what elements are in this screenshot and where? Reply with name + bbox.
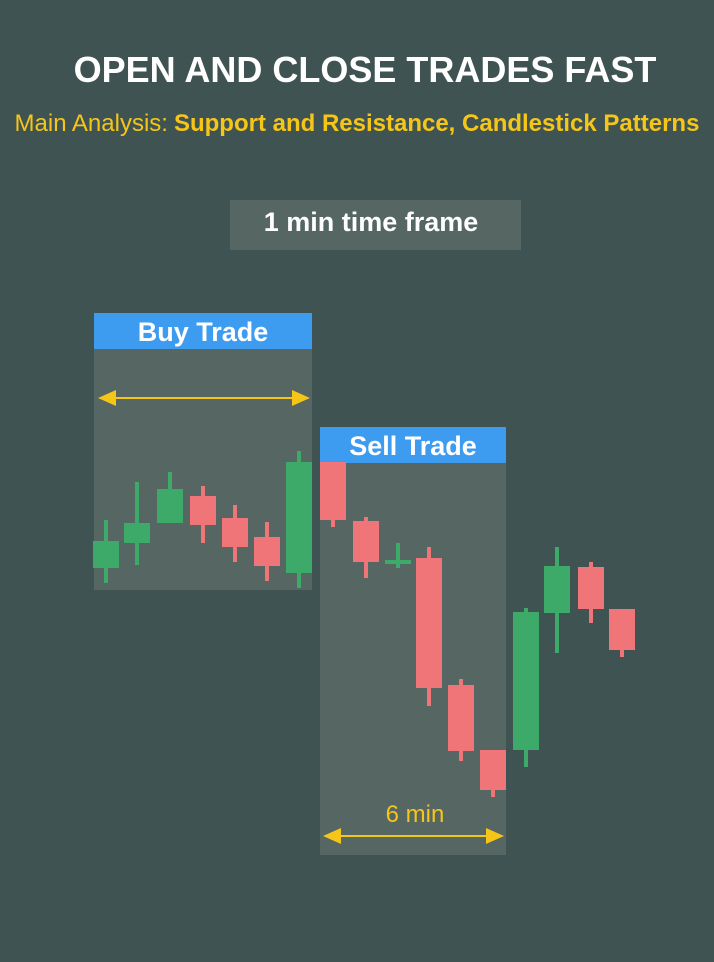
buy-header	[94, 313, 312, 349]
subtitle-prefix: Main Analysis:	[15, 110, 168, 137]
candle-body	[124, 523, 150, 543]
buy-label: Buy Trade	[138, 317, 269, 347]
candle-body	[254, 537, 280, 566]
candle-body	[286, 462, 312, 573]
candles	[93, 451, 635, 797]
badge-box	[230, 200, 521, 250]
badge: 1 min time frame	[264, 207, 479, 237]
candle-body	[93, 541, 119, 568]
candle-body	[320, 462, 346, 520]
sell-header	[320, 427, 506, 463]
sell-label: Sell Trade	[349, 431, 477, 461]
candle-body	[385, 560, 411, 564]
candle-body	[157, 489, 183, 523]
candle-body	[353, 521, 379, 562]
candle-body	[480, 750, 506, 790]
candle-body	[578, 567, 604, 609]
candle-body	[609, 609, 635, 650]
title: OPEN AND CLOSE TRADES FAST	[74, 49, 657, 90]
candle-body	[190, 496, 216, 525]
subtitle-highlight: Support and Resistance, Candlestick Patt…	[174, 110, 699, 137]
candle-body	[544, 566, 570, 613]
candle-body	[448, 685, 474, 751]
sell-panel	[320, 463, 506, 855]
duration-label: 6 min	[386, 801, 445, 828]
candle-body	[416, 558, 442, 688]
candle-body	[513, 612, 539, 750]
subtitle: Main Analysis: Support and Resistance, Ca…	[15, 110, 700, 137]
candle-body	[222, 518, 248, 547]
